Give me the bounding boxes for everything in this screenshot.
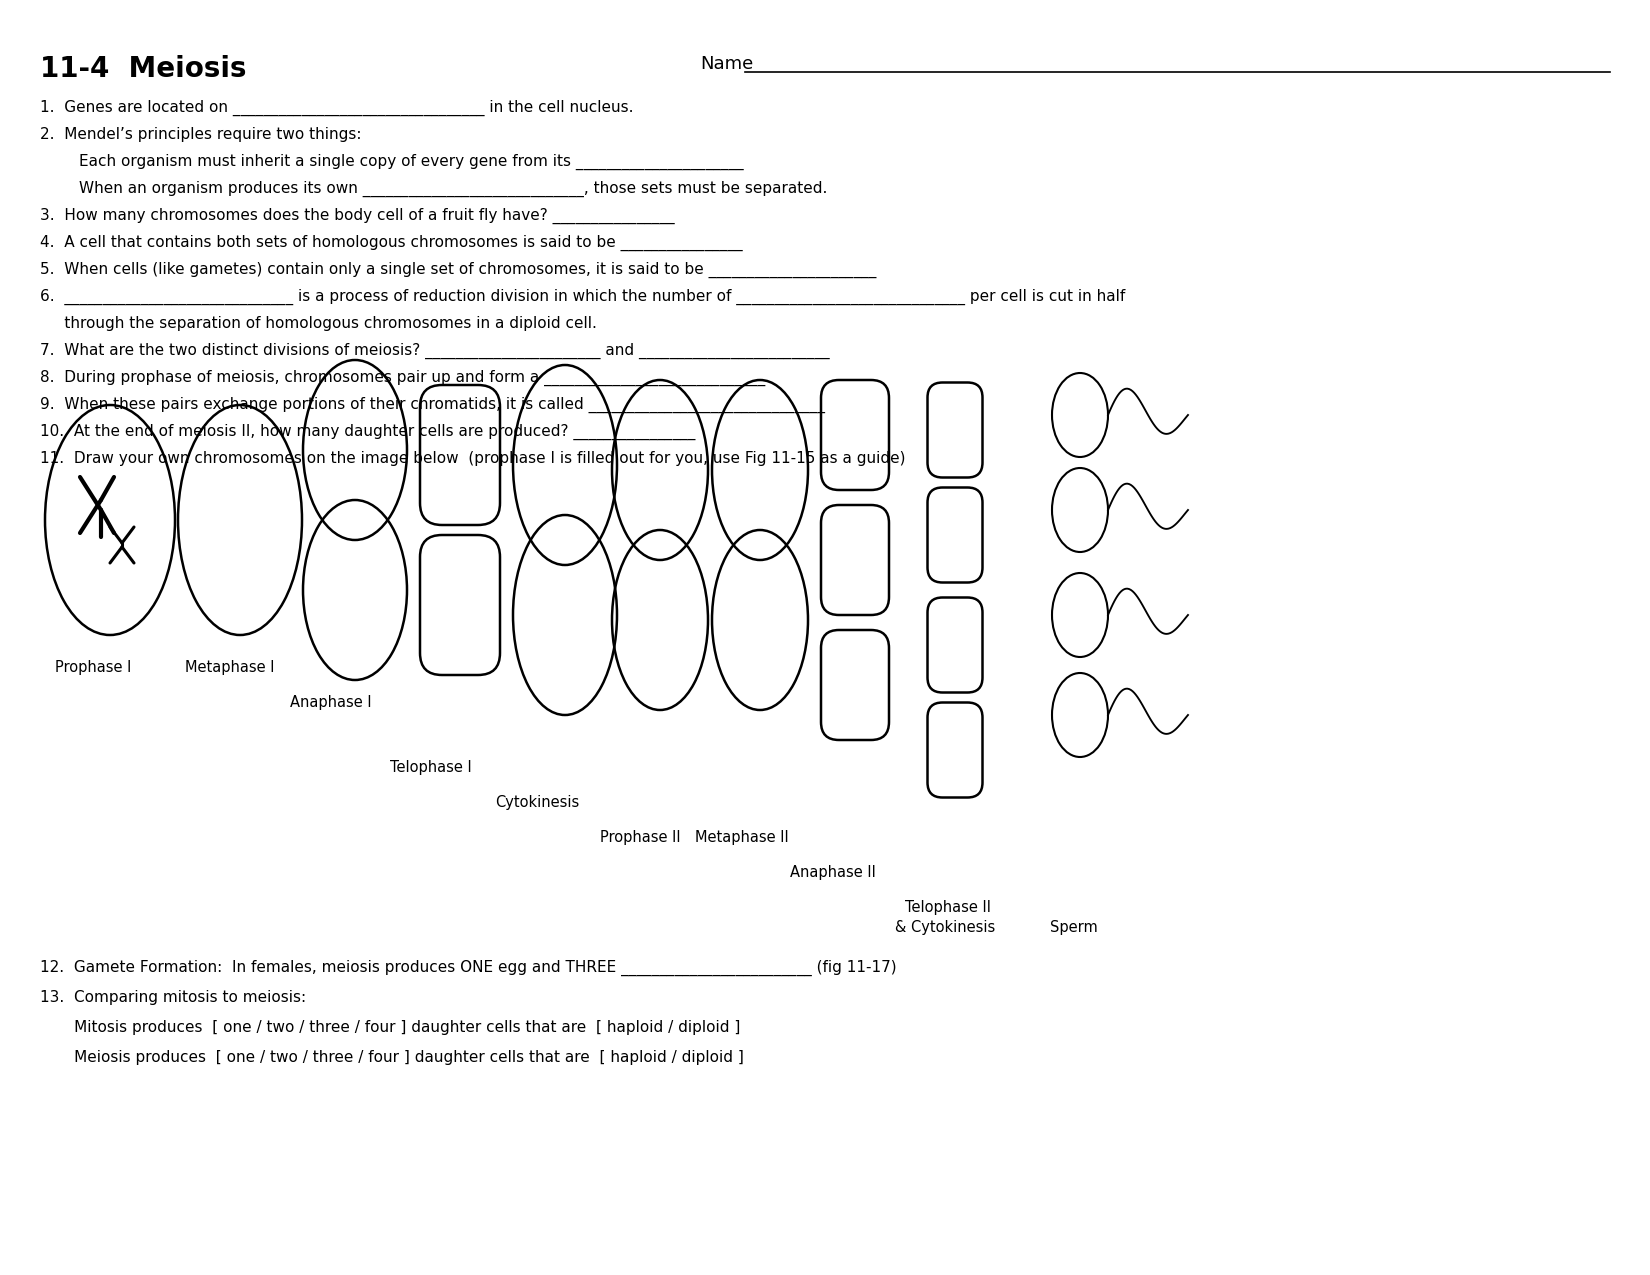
Text: Each organism must inherit a single copy of every gene from its ________________: Each organism must inherit a single copy… [40, 154, 744, 170]
Text: 13.  Comparing mitosis to meiosis:: 13. Comparing mitosis to meiosis: [40, 989, 307, 1005]
Text: 5.  When cells (like gametes) contain only a single set of chromosomes, it is sa: 5. When cells (like gametes) contain onl… [40, 261, 876, 278]
Text: 3.  How many chromosomes does the body cell of a fruit fly have? _______________: 3. How many chromosomes does the body ce… [40, 208, 675, 224]
Text: 7.  What are the two distinct divisions of meiosis? _______________________ and : 7. What are the two distinct divisions o… [40, 343, 830, 360]
Text: Prophase I: Prophase I [54, 660, 132, 674]
Text: through the separation of homologous chromosomes in a diploid cell.: through the separation of homologous chr… [40, 316, 597, 332]
Text: Sperm: Sperm [1049, 921, 1097, 935]
Text: 8.  During prophase of meiosis, chromosomes pair up and form a _________________: 8. During prophase of meiosis, chromosom… [40, 370, 766, 386]
Text: 12.  Gamete Formation:  In females, meiosis produces ONE egg and THREE _________: 12. Gamete Formation: In females, meiosi… [40, 960, 896, 977]
Text: Anaphase I: Anaphase I [290, 695, 371, 710]
Text: Metaphase I: Metaphase I [185, 660, 274, 674]
Text: 9.  When these pairs exchange portions of their chromatids, it is called _______: 9. When these pairs exchange portions of… [40, 397, 825, 413]
Text: Meiosis produces  [ one / two / three / four ] daughter cells that are  [ haploi: Meiosis produces [ one / two / three / f… [40, 1051, 744, 1065]
Text: 10.  At the end of meiosis II, how many daughter cells are produced? ___________: 10. At the end of meiosis II, how many d… [40, 425, 695, 440]
Text: & Cytokinesis: & Cytokinesis [894, 921, 995, 935]
Text: 11-4  Meiosis: 11-4 Meiosis [40, 55, 246, 83]
Text: 1.  Genes are located on _________________________________ in the cell nucleus.: 1. Genes are located on ________________… [40, 99, 634, 116]
Text: Mitosis produces  [ one / two / three / four ] daughter cells that are  [ haploi: Mitosis produces [ one / two / three / f… [40, 1020, 741, 1035]
Text: 2.  Mendel’s principles require two things:: 2. Mendel’s principles require two thing… [40, 128, 361, 142]
Text: Prophase II: Prophase II [601, 830, 680, 845]
Text: 6.  ______________________________ is a process of reduction division in which t: 6. ______________________________ is a p… [40, 289, 1125, 305]
Text: 4.  A cell that contains both sets of homologous chromosomes is said to be _____: 4. A cell that contains both sets of hom… [40, 235, 742, 251]
Text: When an organism produces its own _____________________________, those sets must: When an organism produces its own ______… [40, 181, 827, 198]
Text: Telophase II: Telophase II [904, 900, 992, 915]
Text: Metaphase II: Metaphase II [695, 830, 789, 845]
Text: Anaphase II: Anaphase II [790, 864, 876, 880]
Text: Name: Name [700, 55, 754, 73]
Text: Telophase I: Telophase I [389, 760, 472, 775]
Text: 11.  Draw your own chromosomes on the image below  (prophase I is filled out for: 11. Draw your own chromosomes on the ima… [40, 451, 906, 465]
Text: Cytokinesis: Cytokinesis [495, 796, 579, 810]
